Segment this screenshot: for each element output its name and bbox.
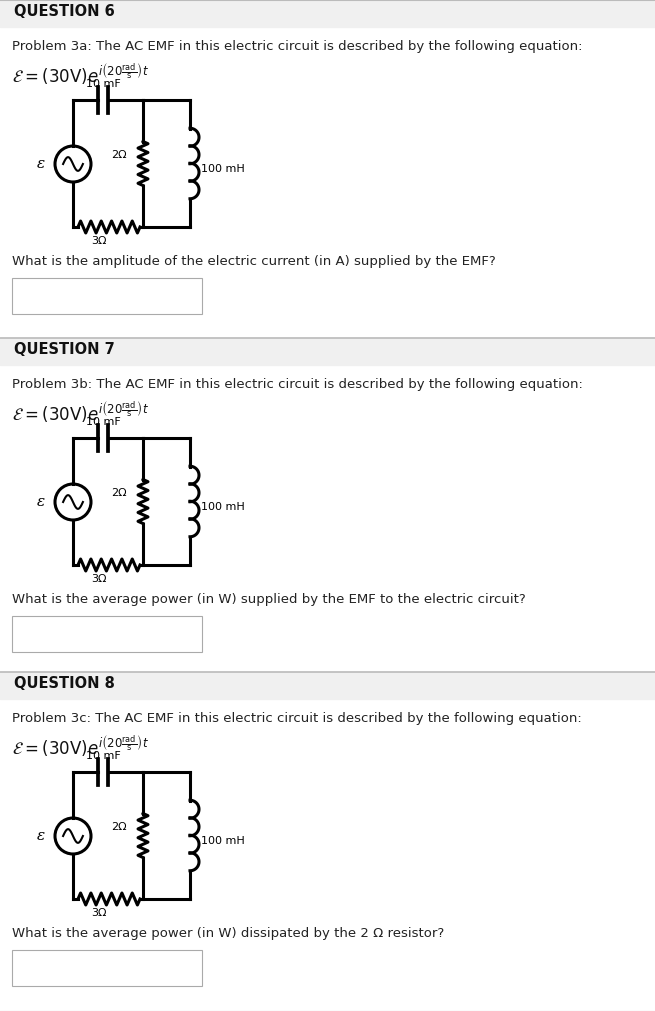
Text: 3Ω: 3Ω <box>91 236 107 246</box>
Text: 10 mF: 10 mF <box>86 417 121 427</box>
Text: 3Ω: 3Ω <box>91 574 107 584</box>
Text: QUESTION 7: QUESTION 7 <box>14 342 115 357</box>
Bar <box>0 338 655 365</box>
Bar <box>0 0 655 27</box>
Text: $\mathcal{E} = (30\mathrm{V})e^{i\left(20\frac{\mathrm{rad}}{\mathrm{s}}\right)t: $\mathcal{E} = (30\mathrm{V})e^{i\left(2… <box>12 62 149 87</box>
Text: 100 mH: 100 mH <box>201 835 245 845</box>
Text: Problem 3b: The AC EMF in this electric circuit is described by the following eq: Problem 3b: The AC EMF in this electric … <box>12 378 583 391</box>
Text: What is the average power (in W) supplied by the EMF to the electric circuit?: What is the average power (in W) supplie… <box>12 593 526 606</box>
Text: $\mathcal{E} = (30\mathrm{V})e^{i\left(20\frac{\mathrm{rad}}{\mathrm{s}}\right)t: $\mathcal{E} = (30\mathrm{V})e^{i\left(2… <box>12 734 149 759</box>
Bar <box>12 616 202 652</box>
Text: What is the amplitude of the electric current (in A) supplied by the EMF?: What is the amplitude of the electric cu… <box>12 255 496 268</box>
Text: 2Ω: 2Ω <box>111 488 127 498</box>
Text: 10 mF: 10 mF <box>86 751 121 761</box>
Text: Problem 3a: The AC EMF in this electric circuit is described by the following eq: Problem 3a: The AC EMF in this electric … <box>12 40 582 53</box>
Bar <box>12 950 202 986</box>
Text: ε: ε <box>37 829 45 843</box>
Text: ε: ε <box>37 157 45 171</box>
Text: What is the average power (in W) dissipated by the 2 Ω resistor?: What is the average power (in W) dissipa… <box>12 927 444 940</box>
Text: 100 mH: 100 mH <box>201 164 245 174</box>
Text: QUESTION 6: QUESTION 6 <box>14 4 115 19</box>
Text: Problem 3c: The AC EMF in this electric circuit is described by the following eq: Problem 3c: The AC EMF in this electric … <box>12 712 582 725</box>
Text: 2Ω: 2Ω <box>111 823 127 832</box>
Text: 2Ω: 2Ω <box>111 151 127 161</box>
Text: 100 mH: 100 mH <box>201 501 245 512</box>
Text: $\mathcal{E} = (30\mathrm{V})e^{i\left(20\frac{\mathrm{rad}}{\mathrm{s}}\right)t: $\mathcal{E} = (30\mathrm{V})e^{i\left(2… <box>12 400 149 426</box>
Text: ε: ε <box>37 495 45 509</box>
Text: 3Ω: 3Ω <box>91 908 107 918</box>
Text: QUESTION 8: QUESTION 8 <box>14 676 115 691</box>
Text: 10 mF: 10 mF <box>86 79 121 89</box>
Bar <box>12 278 202 314</box>
Bar <box>0 672 655 699</box>
